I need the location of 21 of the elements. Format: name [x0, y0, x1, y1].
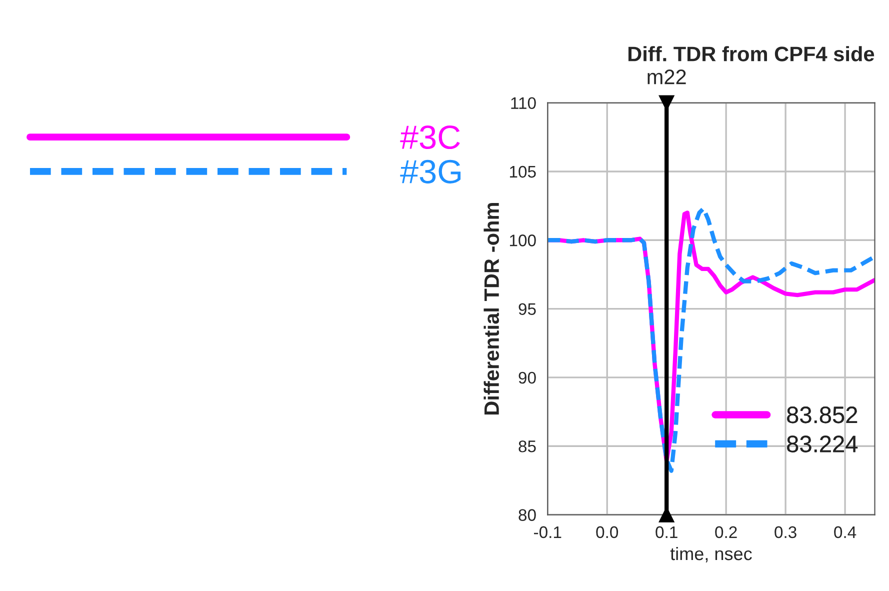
chart-title: Diff. TDR from CPF4 side	[628, 46, 874, 62]
ref-line-label: m22	[648, 70, 686, 84]
y-tick-label: 90	[518, 372, 536, 384]
x-tick-label: -0.1	[534, 526, 562, 538]
annotation: 83.224	[787, 436, 858, 452]
y-tick-label: 100	[510, 234, 536, 246]
x-tick-label: 0.0	[596, 526, 618, 538]
y-tick-label: 110	[511, 97, 536, 110]
x-tick-label: 0.2	[715, 526, 737, 538]
y-tick-label: 85	[518, 440, 536, 452]
x-tick-label: 0.1	[656, 526, 678, 538]
x-axis-title: time, nsec	[670, 546, 752, 562]
y-tick-label: 95	[518, 303, 536, 315]
text: #3C	[400, 125, 460, 150]
y-axis-title: Differential TDR -ohm	[484, 203, 500, 414]
y-tick-label: 105	[510, 166, 536, 178]
text: #3G	[400, 160, 461, 184]
annotation: 83.852	[787, 406, 858, 424]
y-tick-label: 80	[518, 509, 536, 521]
x-tick-label: 0.3	[774, 526, 796, 538]
x-tick-label: 0.4	[834, 526, 856, 538]
